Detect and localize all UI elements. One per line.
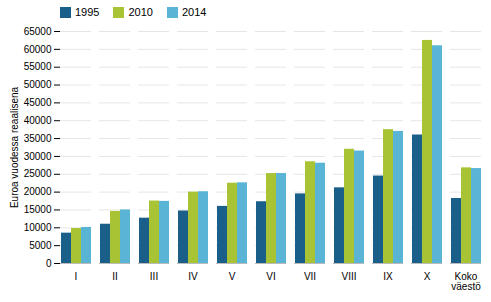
svg-text:I: I — [75, 271, 78, 282]
html-text:2010: 2010 — [128, 6, 153, 18]
svg-text:20000: 20000 — [24, 186, 52, 197]
svg-text:VIII: VIII — [341, 271, 356, 282]
svg-text:10000: 10000 — [24, 222, 52, 233]
svg-text:55000: 55000 — [24, 61, 52, 72]
svg-text:IX: IX — [383, 271, 393, 282]
svg-text:Kokoväestö: Kokoväestö — [451, 271, 481, 292]
svg-text:25000: 25000 — [24, 168, 52, 179]
svg-text:V: V — [229, 271, 236, 282]
svg-text:IV: IV — [188, 271, 198, 282]
html-text:2014: 2014 — [182, 6, 207, 18]
svg-text:35000: 35000 — [24, 133, 52, 144]
svg-text:Euroa vuodessa reaalisena: Euroa vuodessa reaalisena — [9, 86, 20, 208]
svg-text:60000: 60000 — [24, 44, 52, 55]
svg-text:45000: 45000 — [24, 97, 52, 108]
svg-text:30000: 30000 — [24, 151, 52, 162]
svg-text:0: 0 — [46, 258, 52, 269]
svg-text:VII: VII — [304, 271, 316, 282]
svg-text:65000: 65000 — [24, 26, 52, 37]
svg-text:II: II — [112, 271, 118, 282]
svg-text:15000: 15000 — [24, 204, 52, 215]
svg-text:III: III — [150, 271, 158, 282]
svg-text:5000: 5000 — [29, 240, 52, 251]
svg-text:X: X — [424, 271, 431, 282]
html-text:1995: 1995 — [75, 6, 100, 18]
svg-text:50000: 50000 — [24, 79, 52, 90]
svg-text:40000: 40000 — [24, 115, 52, 126]
svg-text:VI: VI — [266, 271, 275, 282]
